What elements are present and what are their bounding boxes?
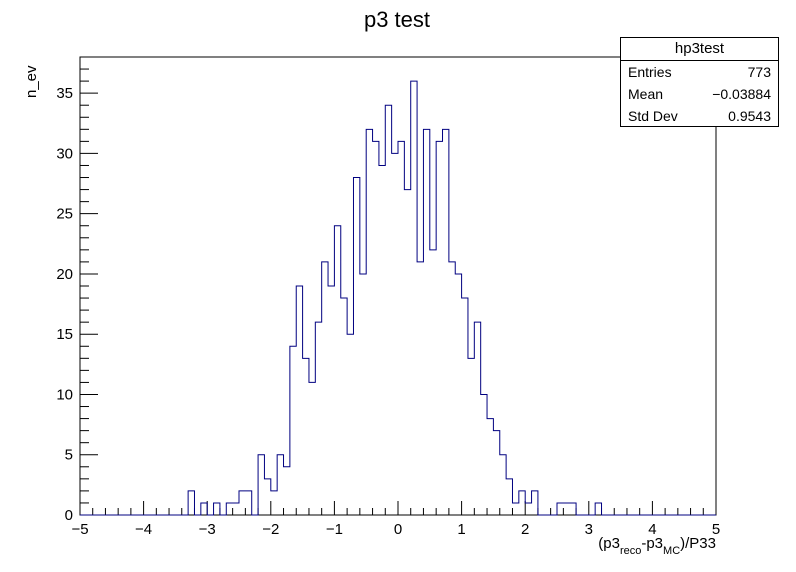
y-tick-label: 25 [56,206,73,223]
x-tick-label: 2 [521,521,529,538]
stats-label: Entries [628,64,672,80]
y-tick-label: 5 [65,447,73,464]
y-tick-label: 30 [56,145,73,162]
stats-row-entries: Entries 773 [621,61,778,83]
x-tick-label: 0 [394,521,402,538]
x-tick-label: 5 [712,521,720,538]
x-tick-label: 3 [585,521,593,538]
stats-value: 0.9543 [728,108,771,124]
chart-title: p3 test [364,7,430,32]
y-tick-label: 15 [56,326,73,343]
y-tick-label: 35 [56,85,73,102]
y-axis-label: n_ev [23,65,40,98]
histogram-line [80,80,716,516]
stats-label: Mean [628,86,664,102]
x-tick-label: 4 [648,521,656,538]
y-tick-labels: 0 5 10 15 20 25 30 35 [56,85,73,524]
x-tick-label: −1 [326,521,343,538]
x-tick-label: 1 [457,521,465,538]
y-tick-label: 20 [56,266,73,283]
x-tick-label: −2 [262,521,279,538]
x-tick-labels: −5 −4 −3 −2 −1 0 1 2 3 4 5 [71,521,720,538]
stats-title: hp3test [621,38,778,61]
x-tick-label: −4 [135,521,152,538]
x-tick-label: −3 [199,521,216,538]
stats-label: Std Dev [628,108,678,124]
stats-box: hp3test Entries 773 Mean −0.03884 Std De… [620,37,779,127]
stats-value: 773 [747,64,771,80]
x-tick-label: −5 [71,521,88,538]
stats-row-mean: Mean −0.03884 [621,83,778,105]
axis-ticks [79,68,717,516]
x-axis-label: (p3reco-p3MC)/P33 [598,535,716,557]
stats-row-stddev: Std Dev 0.9543 [621,105,778,127]
stats-value: −0.03884 [712,86,771,102]
y-tick-label: 0 [65,507,73,524]
y-tick-label: 10 [56,386,73,403]
